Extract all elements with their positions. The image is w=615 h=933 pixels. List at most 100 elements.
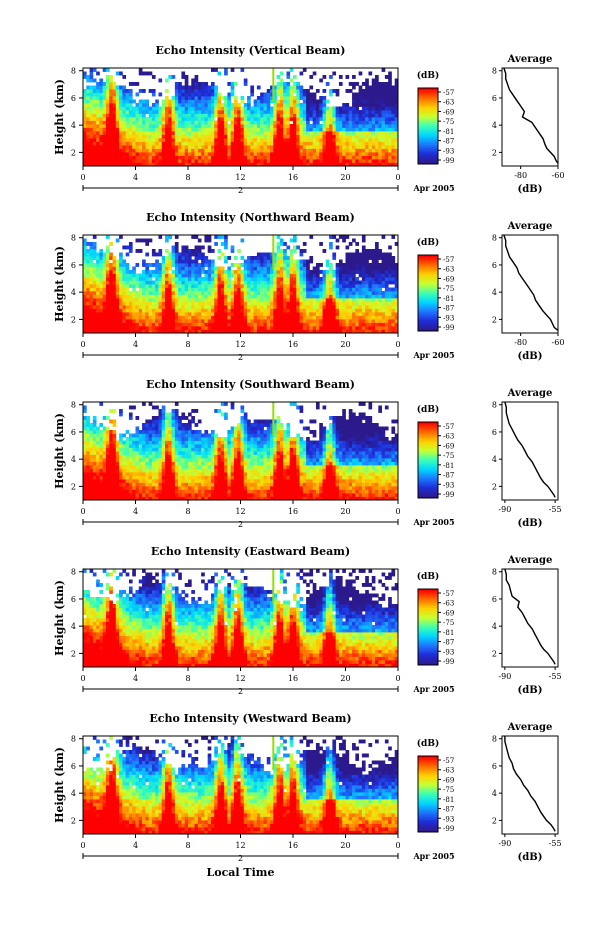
heatmap-cell [326,270,330,274]
heatmap-cell [293,270,297,274]
heatmap-cell [126,142,130,146]
heatmap-cell [365,107,369,111]
heatmap-cell [300,135,304,139]
heatmap-cell [214,235,218,239]
heatmap-cell [178,256,182,260]
heatmap-cell [342,326,346,330]
heatmap-cell [116,493,120,497]
heatmap-cell [208,138,212,142]
heatmap-cell [355,281,359,285]
heatmap-cell [280,135,284,139]
heatmap-cell [227,107,231,111]
heatmap-cell [116,455,120,459]
heatmap-cell [378,89,382,93]
heatmap-cell [319,326,323,330]
heatmap-cell [103,483,107,487]
heatmap-cell [218,93,222,97]
heatmap-cell [267,149,271,153]
heatmap-cell [129,458,133,462]
heatmap-cell [99,281,103,285]
heatmap-cell [191,107,195,111]
heatmap-cell [198,86,202,90]
heatmap-cell [250,260,254,264]
heatmap-cell [227,159,231,163]
heatmap-cell [168,107,172,111]
heatmap-cell [234,145,238,149]
heatmap-cell [359,316,363,320]
heatmap-cell [368,149,372,153]
heatmap-cell [139,100,143,104]
heatmap-cell [204,103,208,107]
heatmap-cell [152,89,156,93]
heatmap-cell [273,291,277,295]
heatmap-cell [221,298,225,302]
heatmap-cell [172,253,176,257]
heatmap-cell [382,138,386,142]
heatmap-cell [93,316,97,320]
heatmap-cell [277,149,281,153]
heatmap-cell [336,142,340,146]
heatmap-cell [260,326,264,330]
heatmap-cell [116,469,120,473]
heatmap-cell [96,319,100,323]
heatmap-cell [280,277,284,281]
heatmap-cell [283,82,287,86]
heatmap-cell [372,128,376,132]
heatmap-cell [309,107,313,111]
heatmap-cell [204,131,208,135]
heatmap-cell [355,253,359,257]
heatmap-cell [257,149,261,153]
heatmap-cell [391,260,395,264]
heatmap-cell [122,451,126,455]
heatmap-cell [99,284,103,288]
heatmap-cell [201,263,205,267]
heatmap-cell [227,96,231,100]
heatmap-cell [234,114,238,118]
heatmap-cell [309,110,313,114]
heatmap-cell [309,260,313,264]
heatmap-cell [237,298,241,302]
heatmap-cell [290,291,294,295]
heatmap-cell [277,263,281,267]
heatmap-cell [149,117,153,121]
heatmap-cell [96,441,100,445]
heatmap-cell [119,89,123,93]
heatmap-cell [178,159,182,163]
heatmap-cell [218,131,222,135]
heatmap-cell [103,117,107,121]
heatmap-cell [113,103,117,107]
heatmap-cell [175,319,179,323]
heatmap-cell [257,288,261,292]
heatmap-cell [218,291,222,295]
heatmap-cell [355,149,359,153]
heatmap-cell [162,142,166,146]
heatmap-cell [122,291,126,295]
heatmap-cell [300,295,304,299]
heatmap-cell [329,114,333,118]
heatmap-cell [309,124,313,128]
heatmap-cell [332,270,336,274]
heatmap-cell [132,302,136,306]
heatmap-cell [168,309,172,313]
heatmap-cell [296,121,300,125]
heatmap-cell [162,277,166,281]
heatmap-cell [208,149,212,153]
heatmap-cell [211,135,215,139]
heatmap-cell [260,156,264,160]
heatmap-cell [109,291,113,295]
heatmap-cell [391,302,395,306]
heatmap-cell [86,465,90,469]
heatmap-cell [86,156,90,160]
heatmap-cell [126,302,130,306]
heatmap-cell [388,152,392,156]
heatmap-cell [332,298,336,302]
heatmap-cell [172,302,176,306]
heatmap-cell [280,298,284,302]
heatmap-cell [178,138,182,142]
heatmap-cell [86,260,90,264]
heatmap-cell [181,256,185,260]
heatmap-cell [280,86,284,90]
heatmap-cell [99,89,103,93]
heatmap-cell [86,117,90,121]
heatmap-cell [273,277,277,281]
